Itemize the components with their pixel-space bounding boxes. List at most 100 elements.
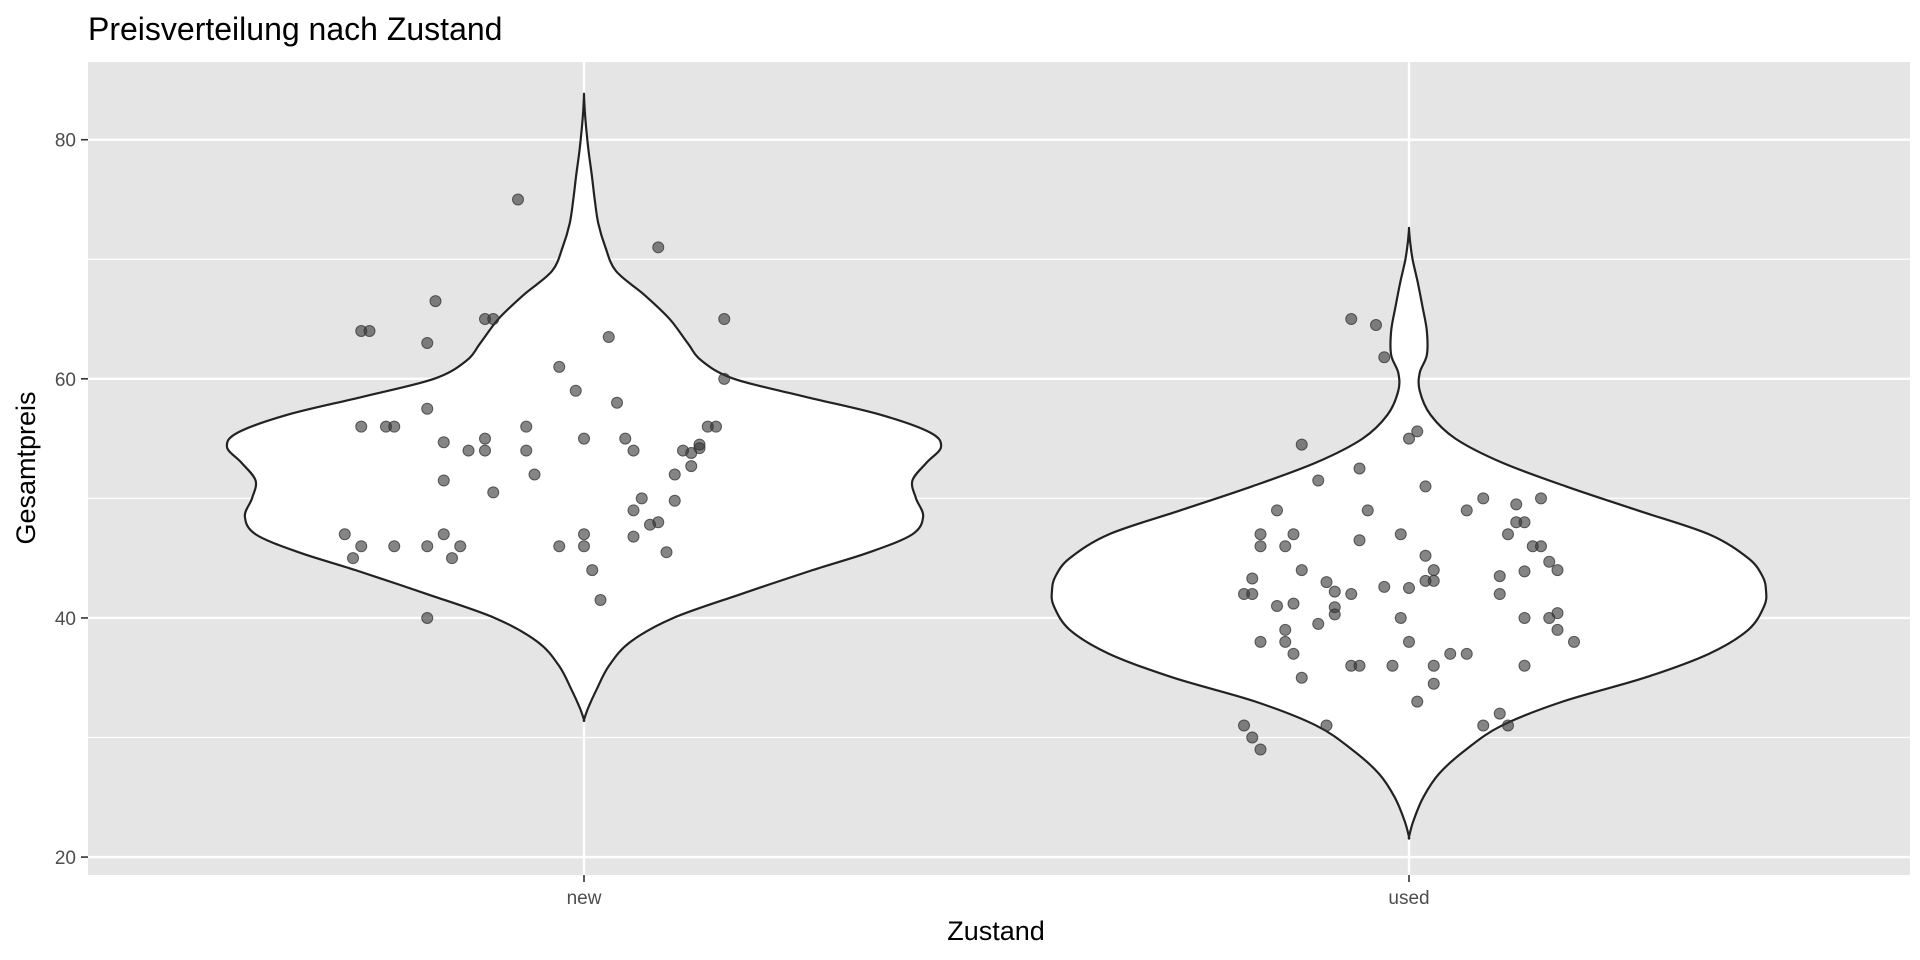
point-used [1568,635,1580,648]
point-used [1403,582,1415,595]
point-used [1386,659,1399,672]
point-new [718,313,731,326]
y-axis: 20 40 60 80 [55,131,88,869]
point-used [1427,659,1440,672]
point-new [586,564,599,577]
point-new [421,540,434,553]
point-new [437,528,450,541]
data-points [338,193,1580,756]
point-used [1345,588,1358,601]
point-used [1361,504,1374,517]
point-used [1493,707,1506,720]
point-used [1411,425,1424,438]
x-axis-title: Zustand [947,916,1045,946]
point-new [388,540,401,553]
point-used [1477,719,1490,732]
x-tick-label-used: used [1388,888,1429,909]
point-used [1254,635,1267,648]
point-new [479,432,491,445]
point-new [685,460,698,473]
point-new [454,540,467,553]
point-used [1246,731,1259,744]
point-used [1403,635,1415,648]
point-used [1518,565,1531,578]
point-new [520,420,533,433]
point-new [520,444,533,457]
point-new [569,384,582,397]
point-used [1378,351,1391,364]
point-used [1394,528,1407,541]
point-used [1295,438,1308,451]
point-new [446,552,458,565]
point-new [627,444,640,457]
point-used [1518,611,1531,624]
point-used [1254,540,1267,553]
point-used [1353,659,1366,672]
point-used [1246,572,1259,585]
point-used [1535,540,1547,553]
y-tick-label: 80 [55,131,76,152]
point-used [1502,719,1514,732]
point-used [1419,549,1432,562]
point-new [528,468,541,481]
point-new [347,552,359,565]
point-new [627,530,640,543]
point-new [594,594,607,607]
point-used [1287,647,1300,660]
point-used [1246,588,1259,601]
point-used [1271,504,1283,517]
point-used [1460,647,1473,660]
point-new [660,546,673,559]
point-new [635,492,648,505]
point-used [1271,599,1283,612]
violin-new [225,92,943,723]
point-used [1238,719,1250,732]
point-used [1295,671,1308,684]
point-new [479,444,491,457]
x-tick-label-new: new [567,888,602,909]
point-new [487,486,500,499]
point-new [462,444,475,457]
point-used [1287,528,1300,541]
point-new [652,241,665,254]
point-new [644,518,656,531]
point-used [1510,498,1523,511]
point-new [553,540,566,553]
point-new [512,193,524,206]
point-used [1551,564,1564,577]
point-new [578,540,590,553]
point-new [437,474,450,487]
point-used [1345,313,1358,326]
point-new [421,402,434,415]
point-used [1279,635,1292,648]
point-used [1254,743,1267,756]
point-used [1279,540,1292,553]
point-used [1477,492,1490,505]
point-used [1279,623,1292,636]
point-used [1427,677,1440,690]
point-new [363,325,376,338]
point-used [1320,576,1333,589]
point-used [1411,695,1424,708]
point-used [1254,528,1267,541]
point-used [1353,534,1366,547]
y-tick-label: 20 [55,848,76,869]
point-new [619,432,632,445]
point-used [1328,585,1341,598]
point-used [1460,504,1473,517]
point-new [578,528,590,541]
point-used [1353,462,1366,475]
point-new [421,336,434,349]
point-used [1427,564,1440,577]
point-used [1320,719,1333,732]
y-tick-label: 60 [55,370,76,391]
point-used [1378,580,1391,593]
point-used [1535,492,1547,505]
point-used [1518,659,1531,672]
point-used [1444,647,1457,660]
violins [225,92,1768,840]
point-new [437,436,450,449]
point-new [421,611,434,624]
point-used [1287,597,1300,610]
